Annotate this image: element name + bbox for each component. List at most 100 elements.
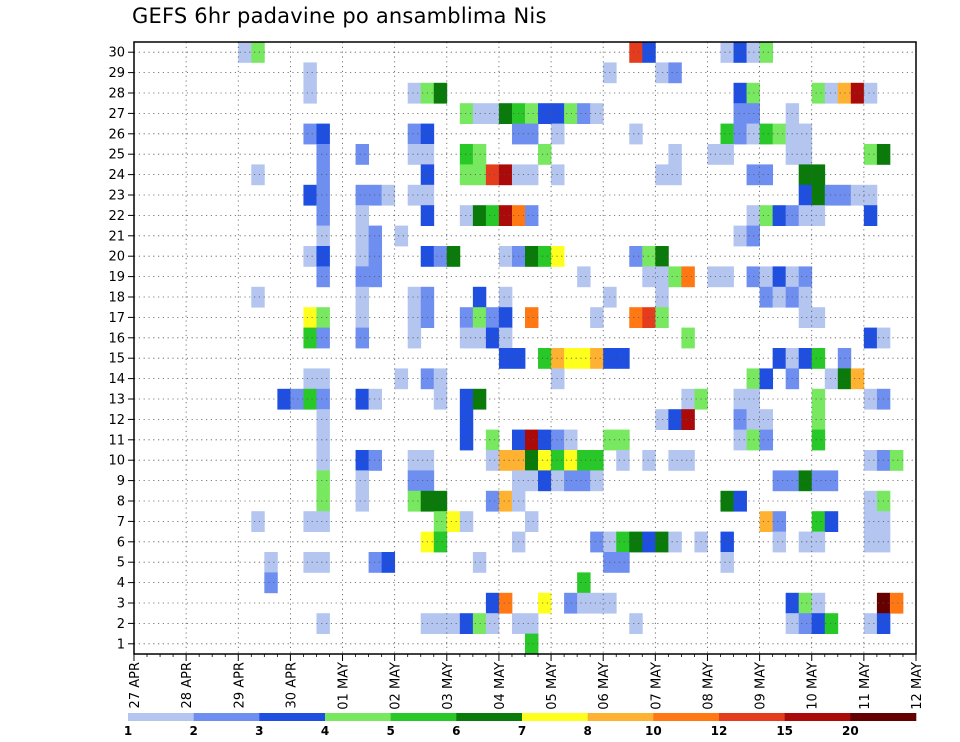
y-tick-label: 18 [108, 291, 125, 306]
heatmap-cell [720, 144, 734, 165]
heatmap-cell [798, 470, 813, 492]
heatmap-cell [316, 246, 330, 267]
x-tick-label: 29 APR [232, 662, 247, 708]
heatmap-cell [355, 184, 369, 206]
heatmap-cell [433, 511, 448, 532]
heatmap-cell [759, 286, 774, 308]
heatmap-cell [616, 348, 630, 369]
heatmap-cell [277, 388, 291, 410]
heatmap-cell [811, 531, 826, 553]
x-tick-label: 07 MAY [649, 662, 664, 710]
heatmap-cell [407, 184, 422, 206]
heatmap-cell [811, 429, 826, 451]
heatmap-cell [355, 388, 369, 410]
heatmap-cell [485, 327, 500, 349]
heatmap-cell [733, 42, 747, 63]
heatmap-cell [407, 490, 422, 512]
heatmap-cell [485, 205, 500, 226]
heatmap-cell [551, 470, 565, 492]
heatmap-cell [303, 184, 317, 206]
heatmap-cell [290, 388, 304, 410]
heatmap-cell [316, 409, 330, 430]
heatmap-cell [251, 164, 265, 186]
y-tick-label: 29 [108, 66, 125, 81]
y-tick-label: 12 [108, 413, 125, 428]
heatmap-cell [303, 511, 317, 532]
heatmap-cell [459, 205, 474, 226]
heatmap-cell [525, 429, 539, 451]
heatmap-cell [629, 246, 643, 267]
heatmap-cell [433, 531, 448, 553]
heatmap-cell [811, 409, 826, 430]
heatmap-cell [863, 511, 878, 532]
heatmap-cell [538, 470, 552, 492]
heatmap-cell [459, 429, 474, 451]
heatmap-cell [485, 592, 500, 614]
heatmap-cell [538, 246, 552, 267]
heatmap-cell [498, 164, 513, 186]
heatmap-cell [616, 552, 630, 573]
heatmap-cell [407, 286, 422, 308]
heatmap-cell [433, 246, 448, 267]
heatmap-cell [759, 429, 774, 451]
heatmap-cell [668, 144, 682, 165]
heatmap-cell [459, 144, 474, 165]
heatmap-cell [642, 42, 656, 63]
heatmap-cell [551, 429, 565, 451]
heatmap-cell [316, 368, 330, 390]
heatmap-cell [498, 246, 513, 267]
heatmap-cell [824, 82, 839, 104]
heatmap-cell [316, 123, 330, 145]
heatmap-cell [498, 103, 513, 124]
heatmap-cell [850, 368, 865, 390]
heatmap-cell [772, 266, 787, 288]
heatmap-cell [577, 572, 591, 594]
x-tick-label: 08 MAY [701, 662, 716, 710]
heatmap-cell [316, 429, 330, 451]
heatmap-cell [733, 490, 747, 512]
heatmap-cell [629, 307, 643, 328]
heatmap-cell [668, 62, 682, 84]
y-tick-label: 3 [117, 597, 125, 612]
heatmap-cell [642, 246, 656, 267]
y-tick-label: 24 [108, 168, 125, 183]
heatmap-cell [303, 82, 317, 104]
heatmap-cell [407, 82, 422, 104]
heatmap-cell [433, 613, 448, 634]
colorbar-label: 20 [842, 724, 859, 738]
colorbar-label: 15 [776, 724, 793, 738]
colorbar-swatch [850, 713, 917, 721]
heatmap-cell [355, 225, 369, 247]
heatmap-cell [368, 246, 383, 267]
heatmap-cell [368, 225, 383, 247]
heatmap-cell [303, 327, 317, 349]
heatmap-cell [798, 348, 813, 369]
x-tick-label: 11 MAY [858, 662, 873, 710]
colorbar-swatch [390, 713, 457, 721]
heatmap-cell [590, 592, 604, 614]
colorbar-swatch [193, 713, 260, 721]
heatmap-cell [590, 450, 604, 471]
colorbar-swatch [587, 713, 654, 721]
heatmap-cell [616, 429, 630, 451]
heatmap-cell [798, 531, 813, 553]
heatmap-cell [759, 511, 774, 532]
heatmap-cell [459, 511, 474, 532]
heatmap-cell [850, 82, 865, 104]
colorbar-label: 2 [189, 724, 197, 738]
heatmap-cell [485, 164, 500, 186]
y-tick-label: 19 [108, 270, 125, 285]
heatmap-cell [433, 368, 448, 390]
heatmap-cell [798, 613, 813, 634]
heatmap-cell [525, 470, 539, 492]
heatmap-cell [863, 490, 878, 512]
heatmap-cell [681, 388, 695, 410]
x-tick-label: 01 MAY [337, 662, 352, 710]
heatmap-cell [316, 184, 330, 206]
heatmap-cell [459, 327, 474, 349]
y-tick-label: 11 [108, 433, 125, 448]
heatmap-cell [707, 144, 721, 165]
heatmap-cell [525, 103, 539, 124]
heatmap-cell [485, 103, 500, 124]
heatmap-cell [472, 613, 487, 634]
